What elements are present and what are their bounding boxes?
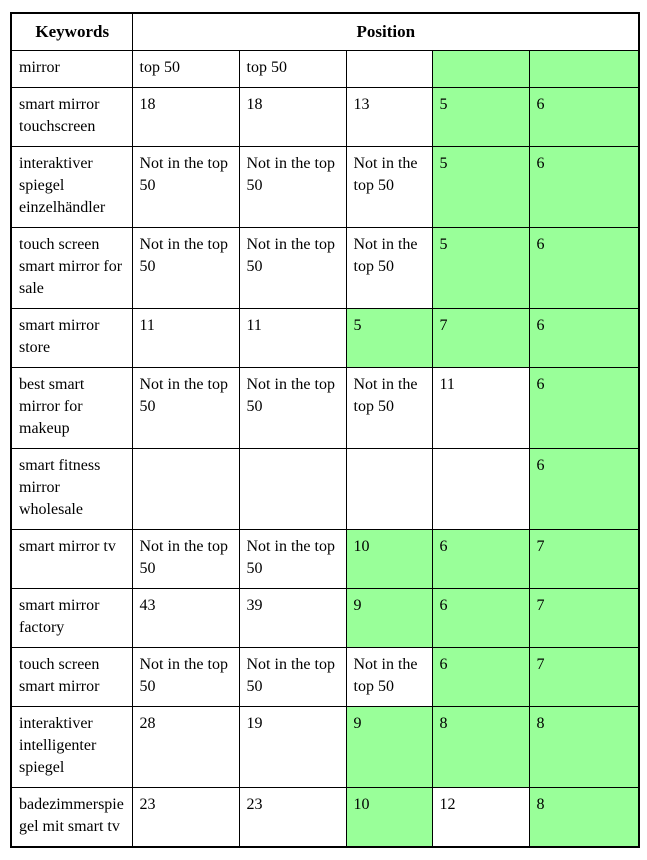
position-cell: 9: [345, 706, 433, 788]
position-cell: Not in the top 50: [131, 367, 240, 449]
position-cell: 5: [431, 227, 530, 309]
position-cell: Not in the top 50: [345, 367, 433, 449]
position-cell: Not in the top 50: [238, 367, 347, 449]
position-cell: Not in the top 50: [131, 146, 240, 228]
position-cell: Not in the top 50: [131, 529, 240, 589]
table-row: mirror top 50 top 50: [10, 50, 640, 88]
keyword-cell: smart fitness mirror wholesale: [10, 448, 133, 530]
position-cell: Not in the top 50: [238, 647, 347, 707]
position-cell: 6: [528, 448, 640, 530]
position-cell: Not in the top 50: [238, 529, 347, 589]
position-cell: 5: [431, 146, 530, 228]
position-cell: [528, 50, 640, 88]
keyword-cell: badezimmerspiegel mit smart tv: [10, 787, 133, 848]
position-cell: [345, 50, 433, 88]
position-cell: Not in the top 50: [345, 146, 433, 228]
position-cell: 6: [528, 87, 640, 147]
position-cell: 8: [528, 706, 640, 788]
position-cell: 23: [238, 787, 347, 848]
table-row: badezimmerspiegel mit smart tv 23 23 10 12 8: [10, 787, 640, 848]
position-cell: Not in the top 50: [238, 146, 347, 228]
position-cell: Not in the top 50: [131, 227, 240, 309]
keywords-header-cell: Keywords: [10, 12, 133, 51]
position-cell: 11: [431, 367, 530, 449]
position-cell: 7: [528, 588, 640, 648]
position-cell: 5: [431, 87, 530, 147]
position-cell: top 50: [238, 50, 347, 88]
table-row: smart mirror store 11 11 5 7 6: [10, 308, 640, 368]
position-cell: 6: [528, 308, 640, 368]
position-cell: 43: [131, 588, 240, 648]
position-cell: 6: [528, 146, 640, 228]
position-cell: Not in the top 50: [131, 647, 240, 707]
keywords-position-table: Keywords Position mirror top 50 top 50 smar…: [10, 12, 641, 848]
position-cell: 11: [131, 308, 240, 368]
position-cell: [238, 448, 347, 530]
position-cell: 10: [345, 787, 433, 848]
table-row: interaktiver spiegel einzelhändler Not in…: [10, 146, 640, 228]
keyword-cell: touch screen smart mirror: [10, 647, 133, 707]
table-row: touch screen smart mirror Not in the top …: [10, 647, 640, 707]
position-cell: Not in the top 50: [345, 647, 433, 707]
keyword-cell: interaktiver spiegel einzelhändler: [10, 146, 133, 228]
position-cell: [345, 448, 433, 530]
position-cell: 39: [238, 588, 347, 648]
position-cell: 6: [528, 367, 640, 449]
table-row: best smart mirror for makeup Not in the t…: [10, 367, 640, 449]
table-row: smart fitness mirror wholesale 6: [10, 448, 640, 530]
position-cell: 13: [345, 87, 433, 147]
position-cell: 6: [431, 588, 530, 648]
position-cell: 8: [528, 787, 640, 848]
keyword-cell: smart mirror tv: [10, 529, 133, 589]
position-cell: 18: [238, 87, 347, 147]
position-cell: 7: [528, 647, 640, 707]
keyword-cell: smart mirror store: [10, 308, 133, 368]
position-cell: 6: [528, 227, 640, 309]
position-cell: 6: [431, 647, 530, 707]
position-cell: 6: [431, 529, 530, 589]
position-cell: 5: [345, 308, 433, 368]
keyword-cell: smart mirror touchscreen: [10, 87, 133, 147]
table-body: mirror top 50 top 50 smart mirror touchscre…: [10, 50, 640, 848]
keyword-cell: touch screen smart mirror for sale: [10, 227, 133, 309]
table-row: smart mirror touchscreen 18 18 13 5 6: [10, 87, 640, 147]
table-row: touch screen smart mirror for sale Not in…: [10, 227, 640, 309]
position-cell: Not in the top 50: [345, 227, 433, 309]
position-cell: 9: [345, 588, 433, 648]
position-cell: Not in the top 50: [238, 227, 347, 309]
keyword-cell: best smart mirror for makeup: [10, 367, 133, 449]
keyword-cell: mirror: [10, 50, 133, 88]
position-cell: 18: [131, 87, 240, 147]
keyword-cell: interaktiver intelligenter spiegel: [10, 706, 133, 788]
header-row: Keywords Position: [10, 12, 640, 51]
position-cell: 19: [238, 706, 347, 788]
position-cell: top 50: [131, 50, 240, 88]
position-cell: 7: [431, 308, 530, 368]
table-row: interaktiver intelligenter spiegel 28 19 9 8…: [10, 706, 640, 788]
position-cell: 12: [431, 787, 530, 848]
position-cell: [131, 448, 240, 530]
position-cell: 23: [131, 787, 240, 848]
position-header-cell: Position: [131, 12, 640, 51]
position-cell: 28: [131, 706, 240, 788]
position-cell: 11: [238, 308, 347, 368]
table-row: smart mirror tv Not in the top 50 Not in t…: [10, 529, 640, 589]
position-cell: [431, 50, 530, 88]
table-row: smart mirror factory 43 39 9 6 7: [10, 588, 640, 648]
position-cell: [431, 448, 530, 530]
position-cell: 10: [345, 529, 433, 589]
position-cell: 8: [431, 706, 530, 788]
keyword-cell: smart mirror factory: [10, 588, 133, 648]
position-cell: 7: [528, 529, 640, 589]
